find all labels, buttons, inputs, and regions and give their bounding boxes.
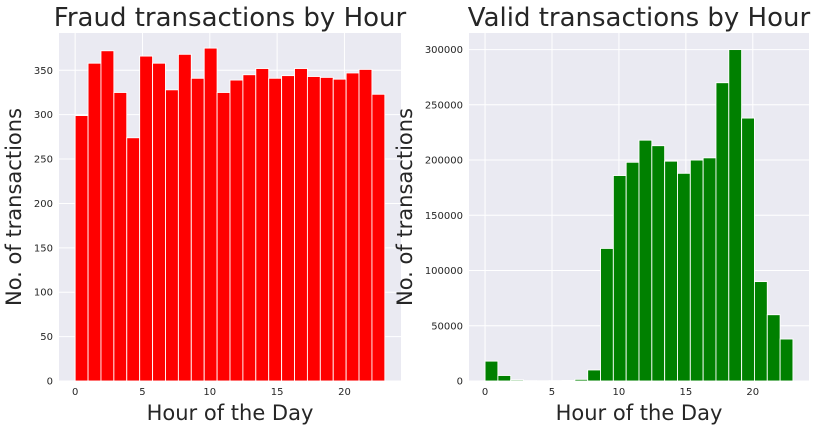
valid-bar-hour-13	[651, 145, 666, 382]
valid-bar-hour-9	[600, 247, 614, 382]
fraud-bar-hour-20	[332, 78, 347, 382]
fraud-bar-hour-21	[345, 72, 360, 382]
fraud-y-tick-label: 300	[34, 110, 53, 121]
valid-x-tick-label: 0	[482, 387, 488, 398]
fraud-y-tick-label: 250	[34, 155, 53, 166]
fraud-y-tick-label: 350	[34, 66, 53, 77]
valid-bar-hour-7	[574, 378, 589, 382]
fraud-bar-hour-2	[100, 50, 115, 382]
fraud-x-tick-label: 20	[338, 387, 351, 398]
fraud-y-ticks: 0 50 100 150 200 250 300 350	[34, 66, 53, 388]
valid-bar-hour-16	[689, 159, 704, 382]
fraud-bar-hour-17	[294, 68, 308, 382]
valid-bar-hour-6	[561, 379, 576, 382]
valid-bar-hour-21	[754, 281, 768, 382]
valid-y-axis-label: No. of transactions	[393, 108, 417, 306]
fraud-x-ticks: 0 5 10 15 20	[72, 387, 351, 398]
fraud-x-tick-label: 5	[139, 387, 145, 398]
valid-y-tick-label: 150000	[425, 211, 463, 222]
valid-bar-hour-23	[779, 338, 794, 382]
fraud-y-tick-label: 200	[34, 199, 53, 210]
valid-bar-hour-20	[741, 117, 755, 382]
fraud-bar-hour-7	[165, 89, 179, 382]
valid-y-tick-label: 0	[457, 377, 463, 388]
valid-bar-hour-15	[677, 172, 691, 382]
valid-bar-hour-22	[766, 314, 781, 382]
fraud-y-axis-label: No. of transactions	[2, 108, 26, 306]
valid-bar-hour-12	[638, 139, 653, 382]
valid-bar-hour-10	[612, 175, 627, 382]
fraud-chart-title: Fraud transactions by Hour	[54, 3, 407, 33]
valid-y-ticks: 0 50000 100000 150000 200000 250000 300000	[425, 45, 463, 387]
fraud-x-tick-label: 15	[271, 387, 284, 398]
fraud-bar-hour-9	[190, 77, 205, 382]
valid-x-tick-label: 20	[746, 387, 759, 398]
valid-bar-hour-17	[702, 157, 717, 382]
valid-y-tick-label: 200000	[425, 156, 463, 167]
fraud-x-tick-label: 0	[72, 387, 78, 398]
valid-chart: 0 50000 100000 150000 200000 250000 300000 0 5 1…	[393, 3, 810, 425]
valid-bar-hour-14	[664, 160, 678, 382]
fraud-bar-hour-4	[126, 137, 141, 382]
fraud-x-axis-label: Hour of the Day	[147, 401, 314, 425]
fraud-bar-hour-3	[113, 92, 128, 382]
valid-y-tick-label: 100000	[425, 266, 463, 277]
fraud-bar-hour-18	[306, 76, 321, 382]
fraud-bar-hour-6	[152, 62, 166, 382]
fraud-bar-hour-0	[74, 115, 89, 382]
valid-x-tick-label: 10	[613, 387, 626, 398]
valid-chart-title: Valid transactions by Hour	[468, 3, 811, 33]
fraud-bar-hour-10	[203, 47, 218, 382]
valid-bar-hour-1	[497, 375, 512, 382]
fraud-bar-hour-22	[358, 68, 373, 382]
valid-bar-hour-8	[587, 369, 601, 382]
fraud-bar-hour-15	[268, 77, 283, 382]
fraud-bar-hour-12	[229, 79, 244, 382]
fraud-y-tick-label: 150	[34, 243, 53, 254]
valid-y-tick-label: 50000	[431, 321, 463, 332]
valid-bar-hour-2	[510, 379, 524, 382]
fraud-bar-hour-13	[242, 74, 257, 382]
fraud-y-tick-label: 0	[47, 377, 53, 388]
valid-bar-hour-0	[484, 360, 499, 382]
valid-x-ticks: 0 5 10 15 20	[482, 387, 759, 398]
fraud-bar-hour-16	[281, 75, 295, 382]
fraud-y-tick-label: 100	[34, 288, 53, 299]
fraud-bar-hour-23	[371, 93, 386, 382]
fraud-bar-hour-11	[216, 92, 231, 382]
valid-bar-hour-11	[625, 161, 640, 382]
valid-x-tick-label: 5	[549, 387, 555, 398]
fraud-bar-hour-19	[319, 76, 334, 382]
fraud-bar-hour-1	[87, 62, 102, 382]
valid-y-tick-label: 250000	[425, 100, 463, 111]
valid-y-tick-label: 300000	[425, 45, 463, 56]
fraud-y-tick-label: 50	[40, 332, 53, 343]
fraud-bar-hour-14	[255, 68, 270, 382]
valid-bars	[484, 49, 794, 382]
valid-x-axis-label: Hour of the Day	[556, 401, 723, 425]
fraud-bar-hour-8	[177, 53, 192, 382]
valid-x-tick-label: 15	[679, 387, 692, 398]
fraud-chart: 0 50 100 150 200 250 300 350 0 5 10 15 20 Fraud tra…	[2, 3, 407, 425]
fraud-x-tick-label: 10	[203, 387, 216, 398]
valid-bar-hour-18	[715, 82, 730, 382]
fraud-bar-hour-5	[139, 55, 154, 382]
valid-bar-hour-19	[728, 49, 743, 382]
fraud-bars	[74, 47, 386, 382]
